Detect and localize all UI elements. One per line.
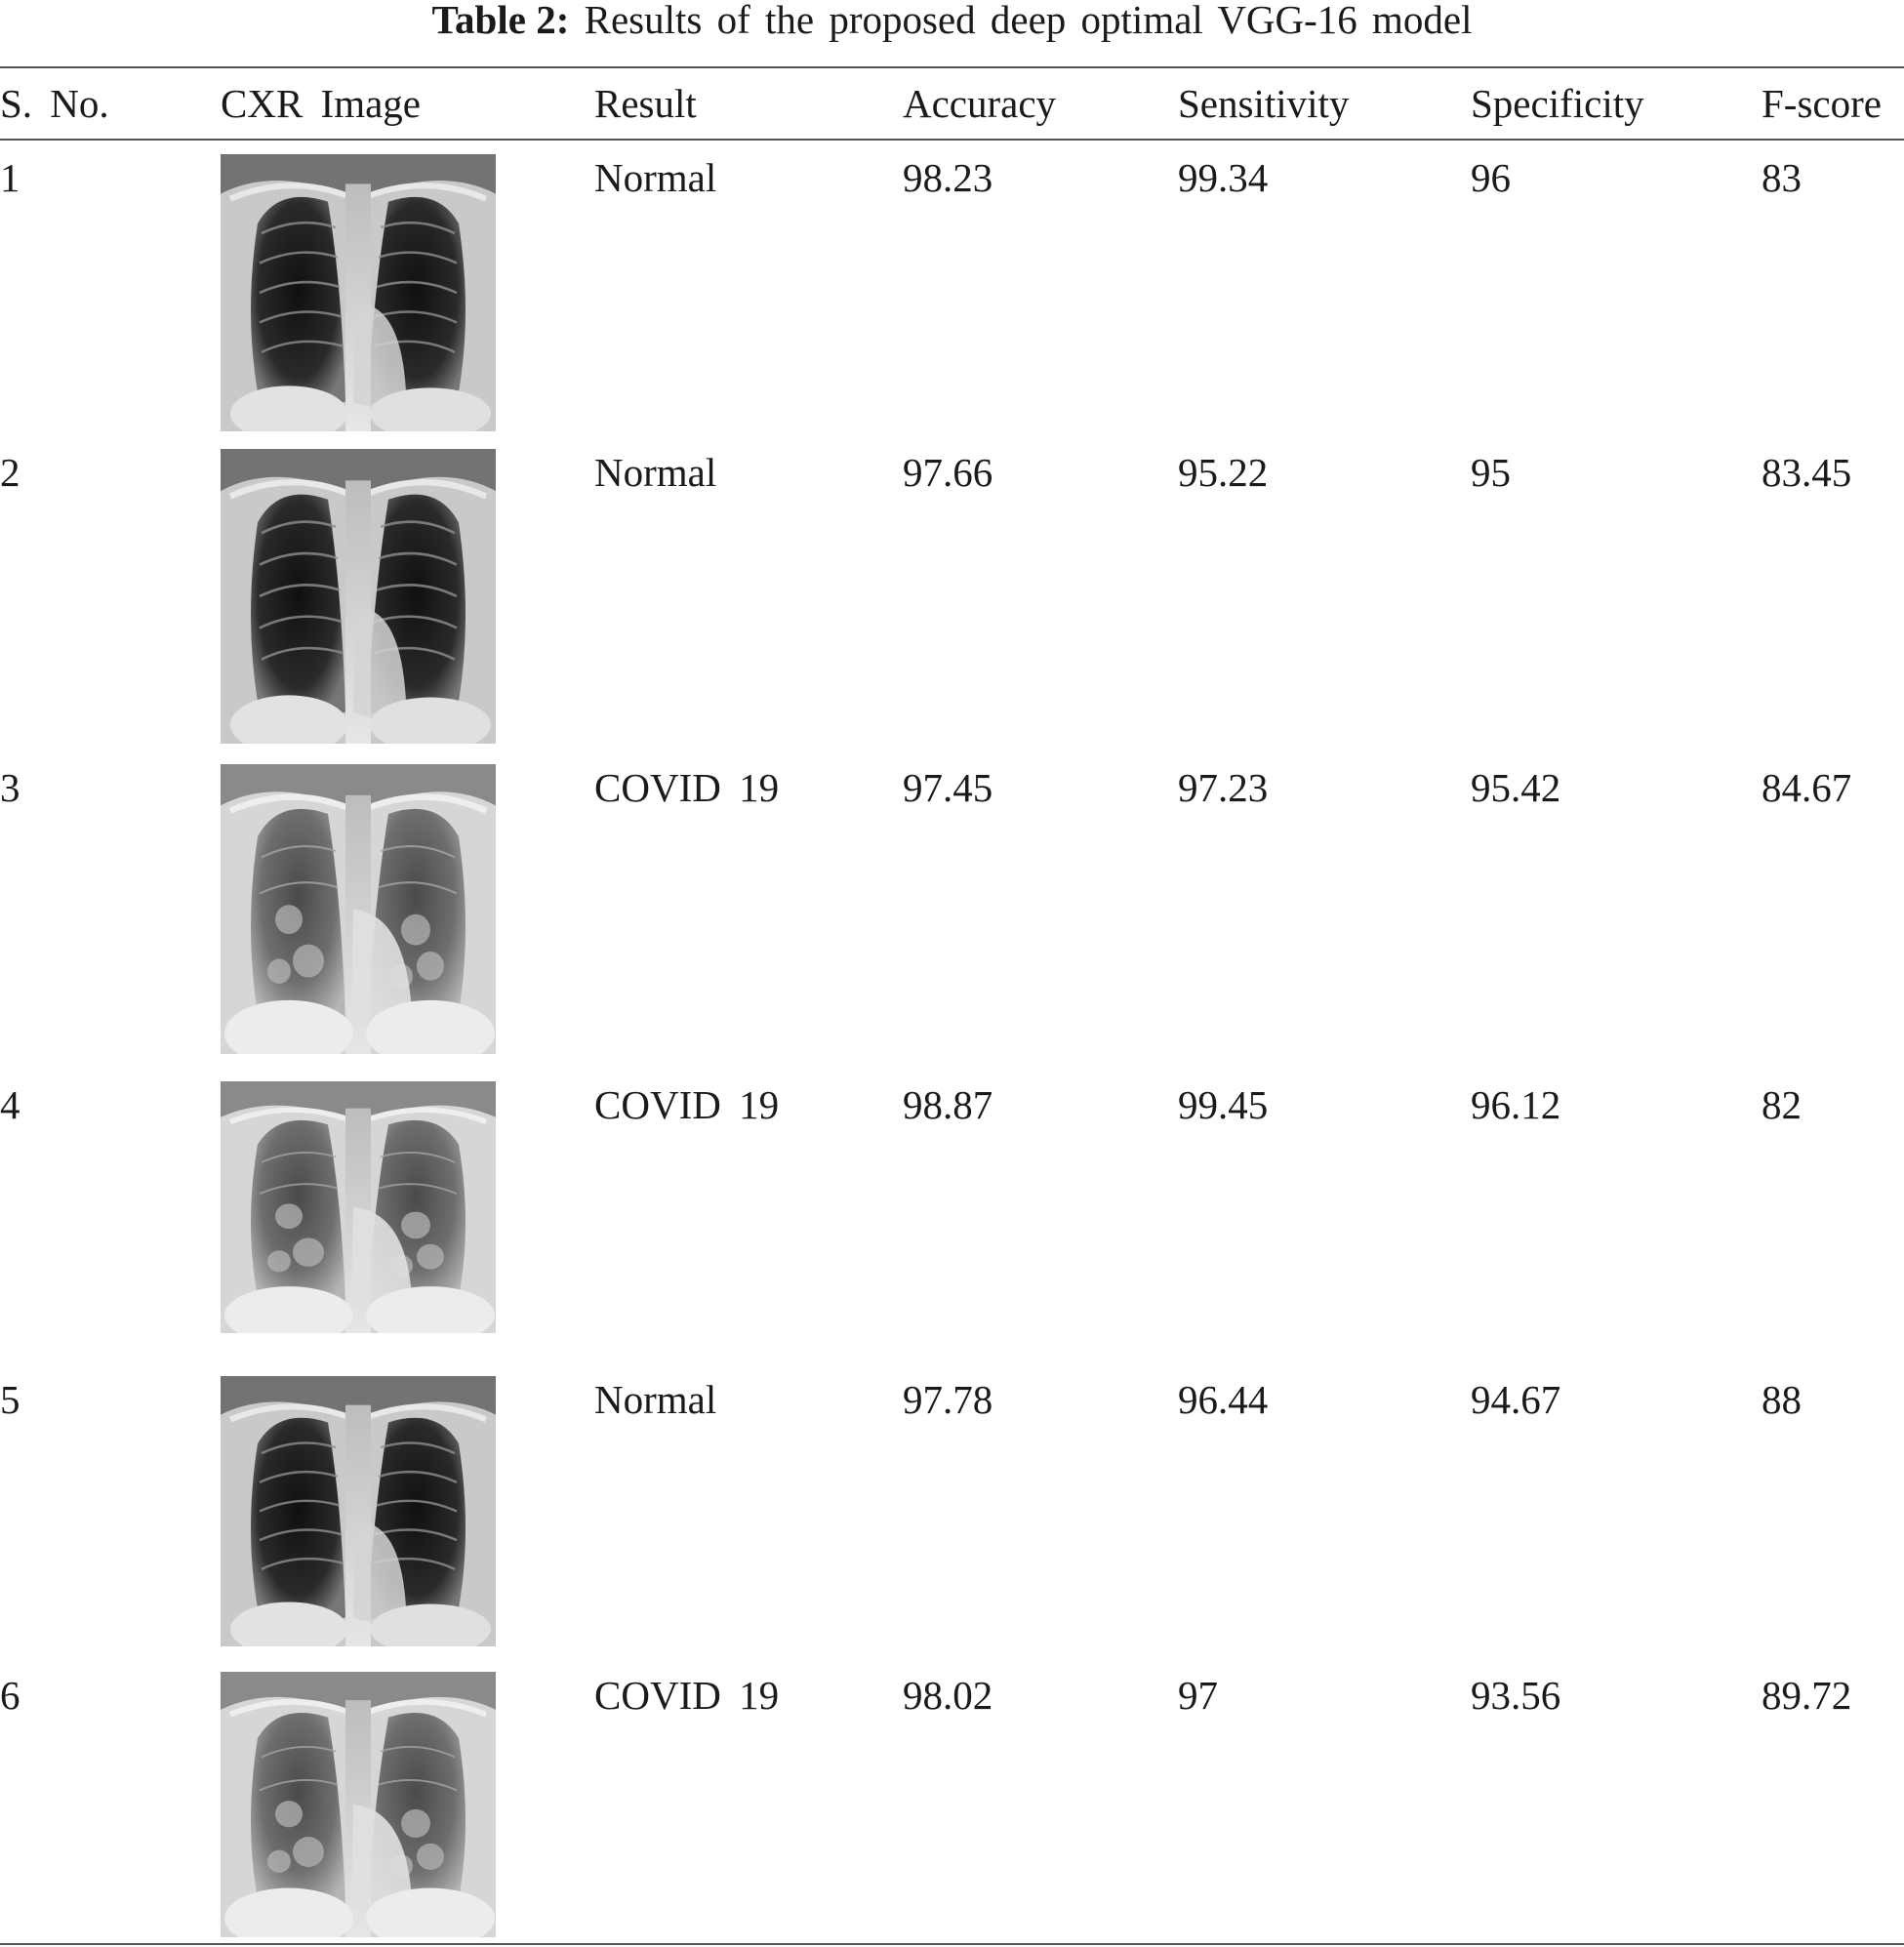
row-2-sensitivity: 95.22 [1178, 450, 1269, 495]
row-6-specificity: 93.56 [1471, 1673, 1561, 1718]
row-5-specificity: 94.67 [1471, 1377, 1561, 1422]
column-header-sensitivity: Sensitivity [1178, 81, 1350, 126]
row-3-specificity: 95.42 [1471, 765, 1561, 810]
chest-xray-image [221, 764, 496, 1054]
chest-xray-image [221, 1376, 496, 1646]
row-5-sensitivity: 96.44 [1178, 1377, 1269, 1422]
row-5-accuracy: 97.78 [903, 1377, 993, 1422]
row-6-accuracy: 98.02 [903, 1673, 993, 1718]
row-1-serial-number: 1 [0, 155, 20, 200]
row-5-f-score: 88 [1762, 1377, 1802, 1422]
row-3-accuracy: 97.45 [903, 765, 993, 810]
column-header-serial-number: S. No. [0, 81, 109, 126]
row-3-serial-number: 3 [0, 765, 20, 810]
row-3-result: COVID 19 [594, 765, 780, 810]
row-4-result: COVID 19 [594, 1082, 780, 1127]
row-6-serial-number: 6 [0, 1673, 20, 1718]
row-2-f-score: 83.45 [1762, 450, 1852, 495]
row-2-specificity: 95 [1471, 450, 1511, 495]
table-caption: Table 2: Results of the proposed deep op… [0, 0, 1904, 45]
row-2-accuracy: 97.66 [903, 450, 993, 495]
row-1-specificity: 96 [1471, 155, 1511, 200]
table-top-rule [0, 66, 1904, 68]
row-1-f-score: 83 [1762, 155, 1802, 200]
column-header-f-score: F-score [1762, 81, 1882, 126]
column-header-result: Result [594, 81, 697, 126]
row-1-sensitivity: 99.34 [1178, 155, 1269, 200]
table-bottom-rule [0, 1943, 1904, 1945]
chest-xray-image [221, 1672, 496, 1937]
row-6-result: COVID 19 [594, 1673, 780, 1718]
table-caption-text: Results of the proposed deep optimal VGG… [584, 0, 1473, 42]
row-6-f-score: 89.72 [1762, 1673, 1852, 1718]
row-1-result: Normal [594, 155, 717, 200]
row-6-sensitivity: 97 [1178, 1673, 1218, 1718]
chest-xray-image [221, 154, 496, 431]
row-3-sensitivity: 97.23 [1178, 765, 1269, 810]
row-1-accuracy: 98.23 [903, 155, 993, 200]
column-header-specificity: Specificity [1471, 81, 1644, 126]
row-4-f-score: 82 [1762, 1082, 1802, 1127]
table-caption-label: Table 2: [431, 0, 570, 42]
row-4-sensitivity: 99.45 [1178, 1082, 1269, 1127]
table-header-rule [0, 139, 1904, 141]
row-4-specificity: 96.12 [1471, 1082, 1561, 1127]
row-4-serial-number: 4 [0, 1082, 20, 1127]
row-4-accuracy: 98.87 [903, 1082, 993, 1127]
column-header-cxr-image: CXR Image [221, 81, 421, 126]
row-5-result: Normal [594, 1377, 717, 1422]
row-3-f-score: 84.67 [1762, 765, 1852, 810]
chest-xray-image [221, 449, 496, 744]
chest-xray-image [221, 1081, 496, 1333]
row-2-serial-number: 2 [0, 450, 20, 495]
row-5-serial-number: 5 [0, 1377, 20, 1422]
row-2-result: Normal [594, 450, 717, 495]
column-header-accuracy: Accuracy [903, 81, 1057, 126]
